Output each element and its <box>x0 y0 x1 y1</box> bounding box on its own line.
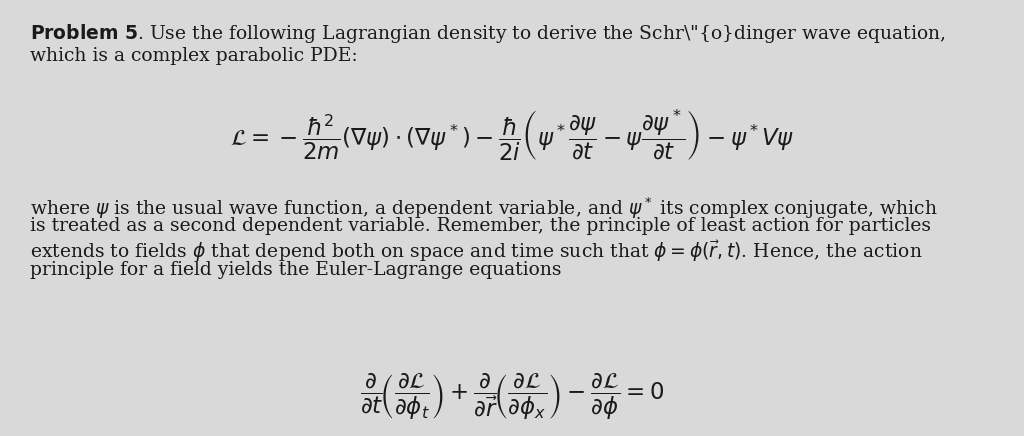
Text: principle for a field yields the Euler-Lagrange equations: principle for a field yields the Euler-L… <box>30 261 561 279</box>
Text: extends to fields $\phi$ that depend both on space and time such that $\phi = \p: extends to fields $\phi$ that depend bot… <box>30 239 923 264</box>
Text: where $\psi$ is the usual wave function, a dependent variable, and $\psi^*$ its : where $\psi$ is the usual wave function,… <box>30 195 938 221</box>
Text: $\mathcal{L} = -\dfrac{\hbar^2}{2m}(\nabla\psi)\cdot(\nabla\psi^*) - \dfrac{\hba: $\mathcal{L} = -\dfrac{\hbar^2}{2m}(\nab… <box>230 108 794 164</box>
Text: is treated as a second dependent variable. Remember, the principle of least acti: is treated as a second dependent variabl… <box>30 217 931 235</box>
Text: $\mathbf{Problem\ 5}$. Use the following Lagrangian density to derive the Schr\": $\mathbf{Problem\ 5}$. Use the following… <box>30 22 946 45</box>
Text: $\dfrac{\partial}{\partial t}\!\left(\dfrac{\partial\mathcal{L}}{\partial\phi_t}: $\dfrac{\partial}{\partial t}\!\left(\df… <box>359 372 665 422</box>
Text: which is a complex parabolic PDE:: which is a complex parabolic PDE: <box>30 47 357 65</box>
